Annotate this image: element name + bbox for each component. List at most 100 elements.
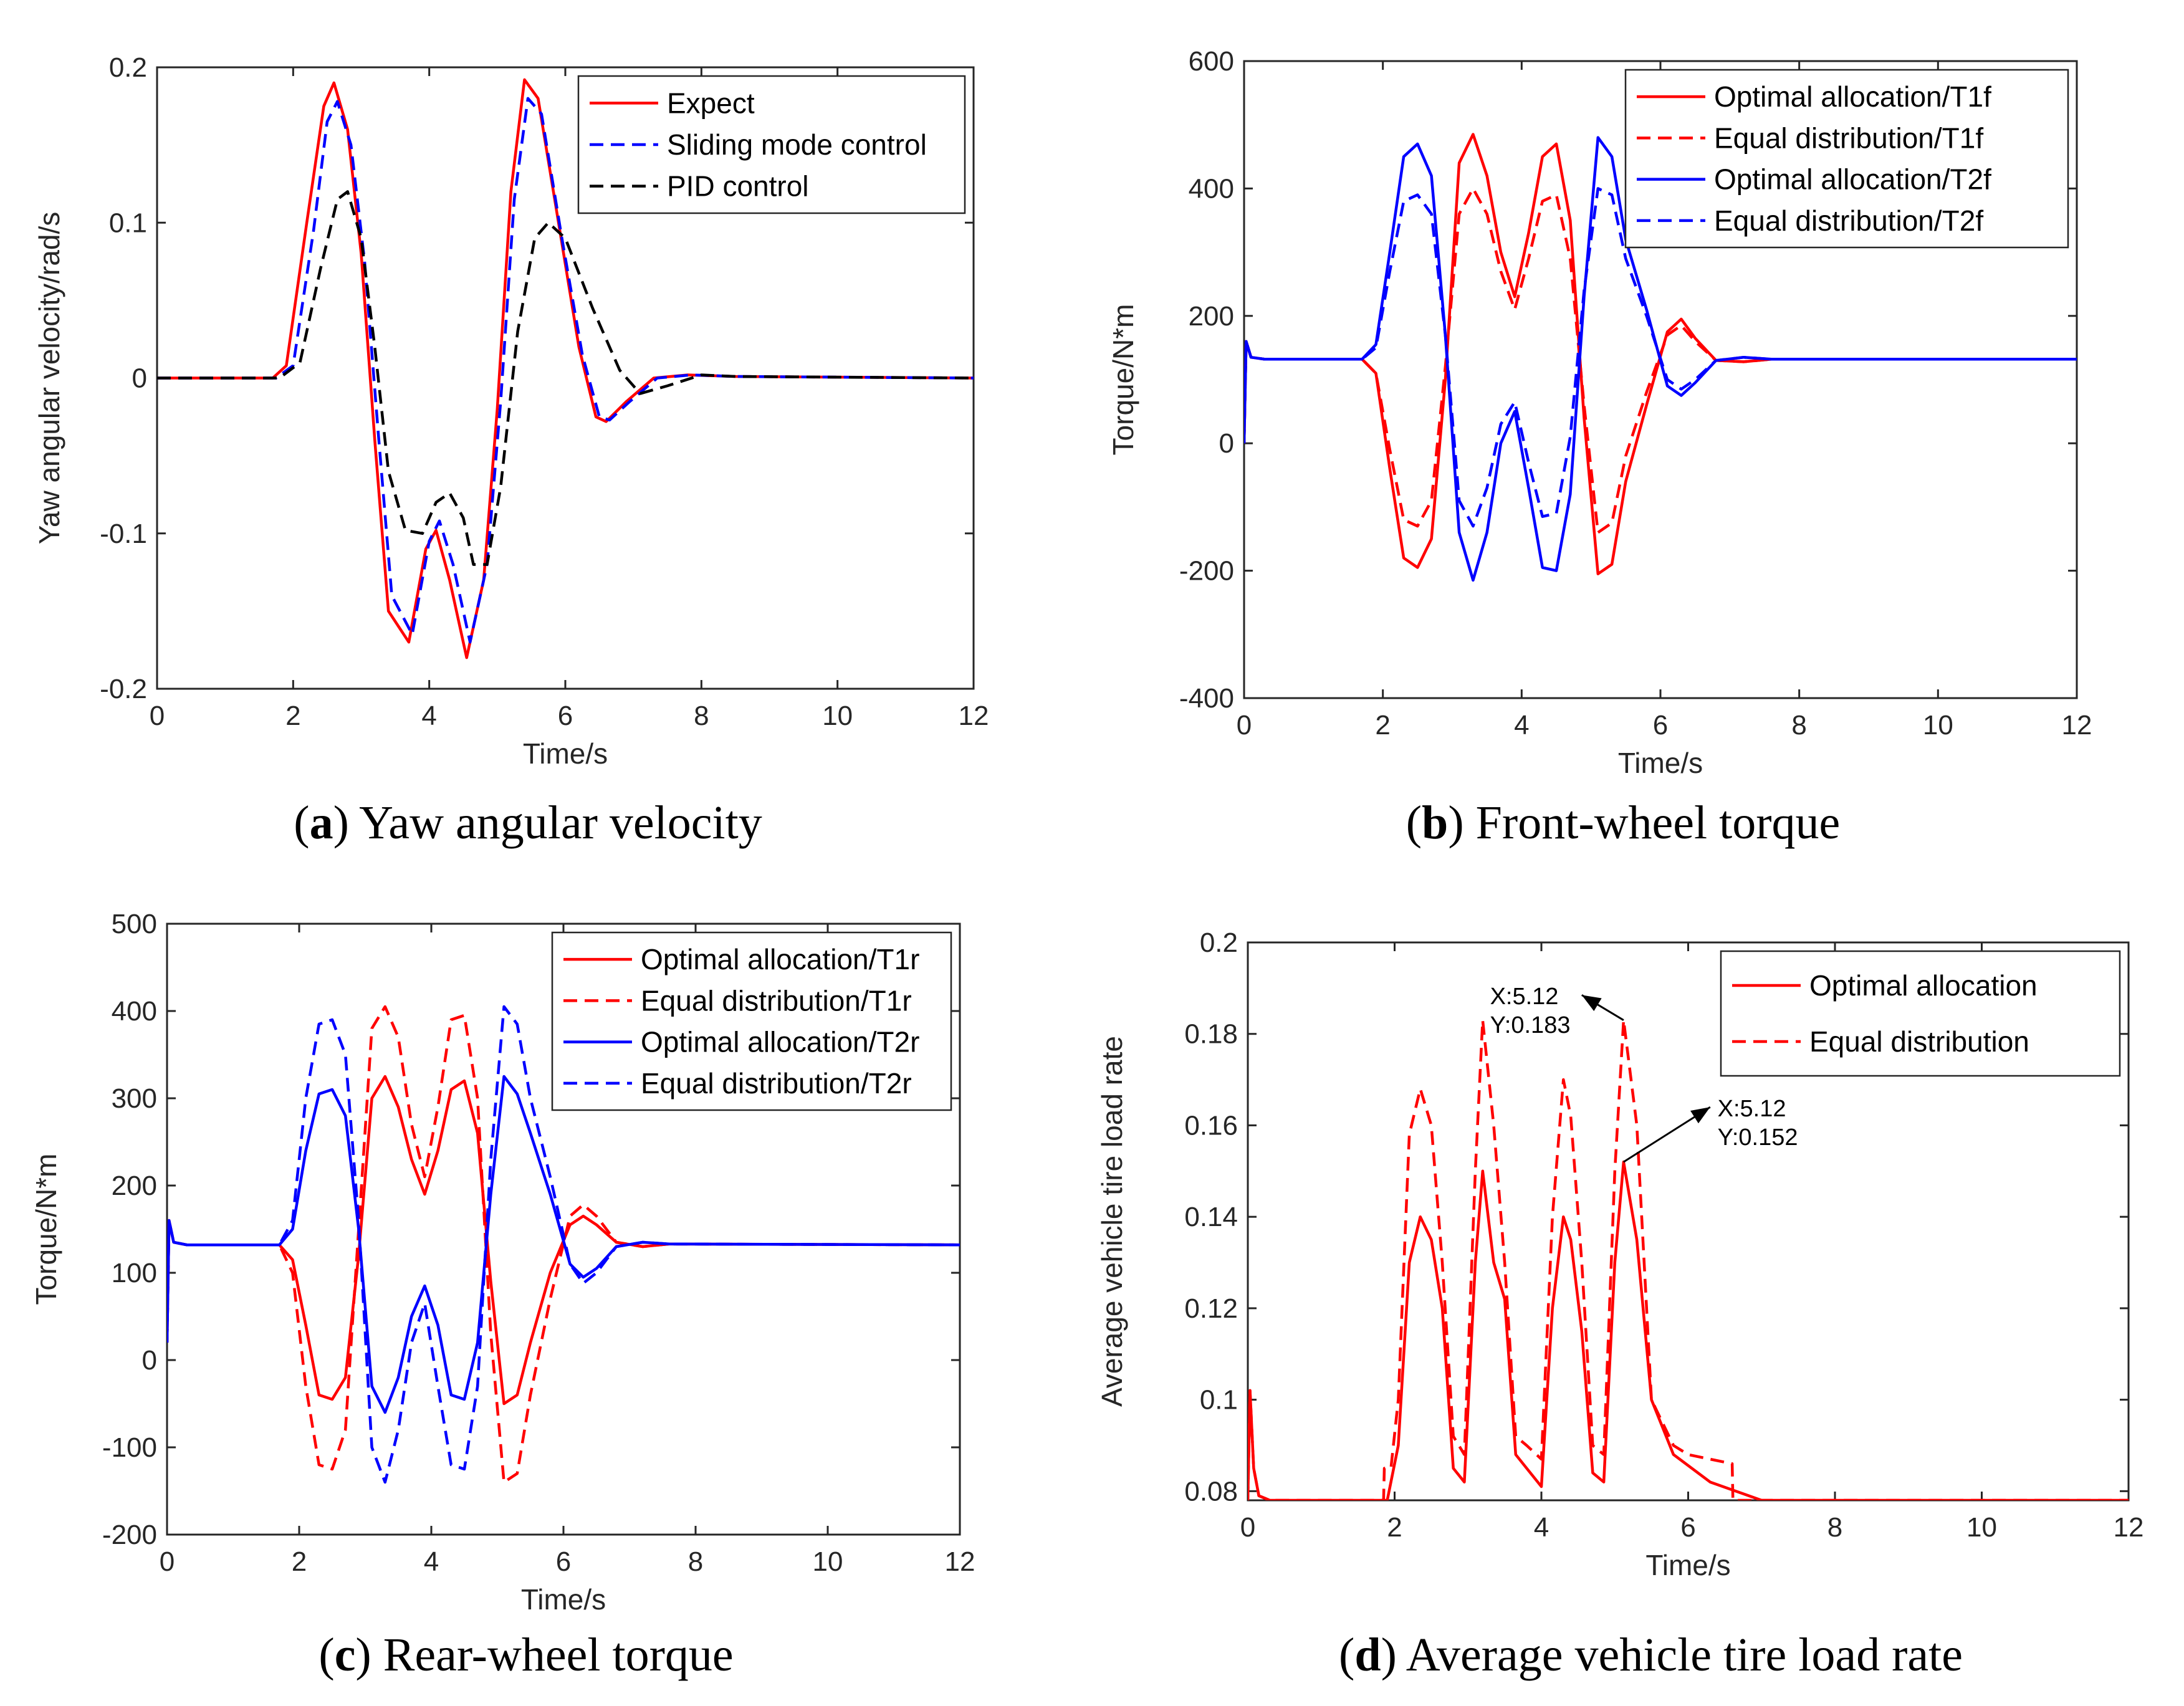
x-tick-label: 2 bbox=[1375, 710, 1390, 740]
legend-label-1: Optimal allocation bbox=[1809, 969, 2038, 1002]
x-tick-label: 12 bbox=[2114, 1512, 2144, 1543]
legend-label-2: Equal distribution/T1f bbox=[1714, 122, 1983, 154]
caption-letter: d bbox=[1354, 1629, 1381, 1681]
y-tick-label: 0.1 bbox=[109, 208, 147, 238]
x-tick-label: 8 bbox=[1827, 1512, 1842, 1543]
x-tick-label: 0 bbox=[150, 701, 165, 731]
legend-label-3: PID control bbox=[667, 170, 809, 203]
y-axis-title: Torque/N*m bbox=[30, 1154, 62, 1305]
legend-label-3: Optimal allocation/T2f bbox=[1714, 163, 1991, 196]
x-tick-label: 10 bbox=[1966, 1512, 1997, 1543]
y-tick-label: -0.2 bbox=[100, 674, 147, 704]
x-tick-label: 2 bbox=[292, 1546, 307, 1577]
series-group bbox=[157, 78, 974, 659]
legend: Optimal allocation/T1f Equal distribution… bbox=[1624, 69, 2069, 249]
x-tick-label: 8 bbox=[694, 701, 709, 731]
y-tick-label: 0.16 bbox=[1184, 1110, 1238, 1141]
x-tick-label: 4 bbox=[1514, 710, 1529, 740]
series-line-1 bbox=[157, 78, 974, 659]
y-tick-label: -100 bbox=[102, 1432, 157, 1463]
x-tick-label: 4 bbox=[1534, 1512, 1549, 1543]
datatip-x-label: X:5.12 bbox=[1718, 1096, 1786, 1122]
series-group bbox=[1244, 133, 2077, 582]
x-tick-label: 10 bbox=[1923, 710, 1953, 740]
series-line-1 bbox=[1248, 1160, 2129, 1500]
datatip-y-label: Y:0.183 bbox=[1490, 1012, 1571, 1038]
legend-label-1: Optimal allocation/T1f bbox=[1714, 80, 1991, 113]
panel-caption: (a) Yaw angular velocity bbox=[294, 797, 762, 849]
legend-label-2: Sliding mode control bbox=[667, 128, 927, 161]
series-line-3 bbox=[157, 190, 974, 566]
y-tick-label: 0.12 bbox=[1184, 1293, 1238, 1324]
chart-a: 0 2 4 6 8 10 12 -0.2 -0.1 0 0.1 0.2 Time/s Yaw angula… bbox=[33, 52, 989, 849]
caption-text: Yaw angular velocity bbox=[359, 797, 762, 849]
x-tick-label: 10 bbox=[813, 1546, 843, 1577]
y-tick-label: 400 bbox=[112, 996, 157, 1027]
y-tick-label: 0.14 bbox=[1184, 1202, 1238, 1232]
x-axis-title: Time/s bbox=[1645, 1549, 1730, 1581]
x-tick-label: 12 bbox=[945, 1546, 975, 1577]
y-tick-label: 100 bbox=[112, 1258, 157, 1288]
y-axis-title: Average vehicle tire load rate bbox=[1096, 1036, 1128, 1407]
datatip-x-label: X:5.12 bbox=[1490, 984, 1559, 1010]
series-line-3 bbox=[167, 1075, 960, 1414]
series-line-2 bbox=[1248, 1018, 2129, 1500]
caption-letter: a bbox=[310, 797, 333, 849]
caption-text: Rear-wheel torque bbox=[383, 1629, 734, 1681]
x-axis-title: Time/s bbox=[523, 737, 608, 770]
legend-label-1: Optimal allocation/T1r bbox=[641, 943, 919, 975]
y-tick-label: -0.1 bbox=[100, 519, 147, 549]
x-tick-label: 10 bbox=[822, 701, 853, 731]
x-tick-label: 6 bbox=[1680, 1512, 1695, 1543]
datatip-y-label: Y:0.152 bbox=[1718, 1124, 1798, 1151]
y-tick-label: 0.2 bbox=[109, 52, 147, 83]
x-tick-label: 6 bbox=[556, 1546, 571, 1577]
x-axis-title: Time/s bbox=[1618, 747, 1703, 779]
legend: Optimal allocation/T1r Equal distribution… bbox=[551, 931, 952, 1111]
y-axis-title: Yaw angular velocity/rad/s bbox=[33, 212, 65, 545]
legend-label-1: Expect bbox=[667, 87, 755, 119]
caption-text: Average vehicle tire load rate bbox=[1406, 1629, 1963, 1681]
caption-text: Front-wheel torque bbox=[1476, 797, 1841, 849]
series-group bbox=[1248, 1018, 2129, 1500]
y-tick-label: 0 bbox=[132, 363, 147, 394]
y-tick-label: 0.08 bbox=[1184, 1476, 1238, 1507]
legend: Optimal allocation Equal distribution bbox=[1720, 950, 2121, 1077]
legend-box bbox=[551, 931, 952, 1111]
x-tick-label: 8 bbox=[1791, 710, 1806, 740]
y-tick-label: 200 bbox=[1189, 301, 1234, 332]
x-tick-label: 6 bbox=[1653, 710, 1668, 740]
x-tick-label: 4 bbox=[424, 1546, 439, 1577]
series-line-2 bbox=[1244, 187, 2077, 534]
panel-caption: (d) Average vehicle tire load rate bbox=[1339, 1629, 1963, 1681]
x-tick-label: 2 bbox=[285, 701, 300, 731]
legend-box bbox=[1624, 69, 2069, 249]
series-group bbox=[167, 1005, 960, 1484]
datatip-2: X:5.12Y:0.152 bbox=[1623, 1096, 1798, 1163]
panel-caption: (c) Rear-wheel torque bbox=[318, 1629, 733, 1681]
x-tick-label: 0 bbox=[1237, 710, 1252, 740]
chart-b: 0 2 4 6 8 10 12 -400 -200 0 200 400 600 Time/s Torque/… bbox=[1107, 46, 2092, 849]
y-tick-label: 500 bbox=[112, 909, 157, 939]
legend-label-2: Equal distribution/T1r bbox=[641, 984, 912, 1017]
x-tick-label: 0 bbox=[1240, 1512, 1255, 1543]
y-tick-label: 0.18 bbox=[1184, 1019, 1238, 1050]
y-tick-label: 200 bbox=[112, 1171, 157, 1201]
legend-label-4: Equal distribution/T2f bbox=[1714, 204, 1983, 237]
datatip-1: X:5.12Y:0.183 bbox=[1490, 984, 1624, 1038]
legend-label-4: Equal distribution/T2r bbox=[641, 1067, 912, 1100]
chart-c: 0 2 4 6 8 10 12 -200 -100 0 100 200 300 400 500 Time/s T… bbox=[30, 909, 975, 1681]
y-tick-label: -400 bbox=[1179, 683, 1234, 714]
series-line-2 bbox=[157, 97, 974, 644]
x-tick-label: 2 bbox=[1387, 1512, 1402, 1543]
series-line-2 bbox=[167, 1005, 960, 1484]
x-axis-title: Time/s bbox=[521, 1583, 606, 1616]
y-tick-label: 0 bbox=[142, 1345, 157, 1376]
x-tick-label: 0 bbox=[160, 1546, 175, 1577]
x-tick-label: 12 bbox=[959, 701, 989, 731]
legend: Expect Sliding mode control PID control bbox=[577, 75, 966, 214]
y-tick-label: 0.2 bbox=[1200, 927, 1238, 958]
series-line-4 bbox=[167, 1005, 960, 1484]
y-tick-label: 600 bbox=[1189, 46, 1234, 77]
